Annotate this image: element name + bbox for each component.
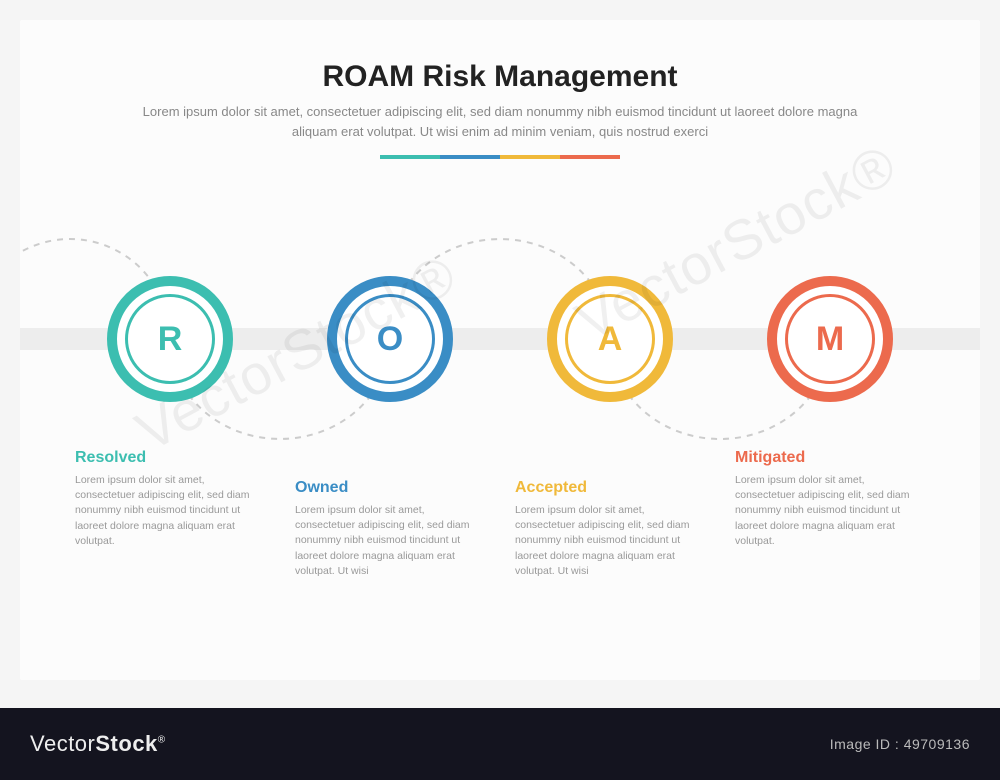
text-block-resolved: Resolved Lorem ipsum dolor sit amet, cons…	[75, 449, 265, 549]
circle-a: A	[547, 276, 673, 402]
node-title: Owned	[295, 479, 485, 497]
infographic-canvas: ROAM Risk Management Lorem ipsum dolor s…	[20, 20, 980, 680]
node-title: Accepted	[515, 479, 705, 497]
node-title: Resolved	[75, 449, 265, 467]
node-title: Mitigated	[735, 449, 925, 467]
circle-m: M	[767, 276, 893, 402]
node-body: Lorem ipsum dolor sit amet, consectetuer…	[75, 473, 265, 549]
brand-light: Vector	[30, 731, 95, 756]
header: ROAM Risk Management Lorem ipsum dolor s…	[20, 20, 980, 159]
node-accepted: A Accepted Lorem ipsum dolor sit amet, con…	[500, 179, 720, 649]
text-block-owned: Owned Lorem ipsum dolor sit amet, consect…	[295, 479, 485, 579]
text-block-accepted: Accepted Lorem ipsum dolor sit amet, cons…	[515, 479, 705, 579]
text-block-mitigated: Mitigated Lorem ipsum dolor sit amet, con…	[735, 449, 925, 549]
node-body: Lorem ipsum dolor sit amet, consectetuer…	[295, 503, 485, 579]
inner-ring-letter: A	[565, 294, 655, 384]
inner-ring-letter: R	[125, 294, 215, 384]
node-mitigated: M Mitigated Lorem ipsum dolor sit amet, co…	[720, 179, 940, 649]
brand-bold: Stock	[95, 731, 157, 756]
circle-r: R	[107, 276, 233, 402]
inner-ring-letter: O	[345, 294, 435, 384]
circle-o: O	[327, 276, 453, 402]
color-accent-bar	[380, 155, 620, 159]
node-owned: O Owned Lorem ipsum dolor sit amet, consec…	[280, 179, 500, 649]
image-id-label: Image ID : 49709136	[830, 736, 970, 752]
brand-logo: VectorStock®	[30, 731, 166, 757]
page-title: ROAM Risk Management	[20, 60, 980, 94]
inner-ring-letter: M	[785, 294, 875, 384]
node-resolved: R Resolved Lorem ipsum dolor sit amet, con…	[60, 179, 280, 649]
node-body: Lorem ipsum dolor sit amet, consectetuer…	[735, 473, 925, 549]
node-body: Lorem ipsum dolor sit amet, consectetuer…	[515, 503, 705, 579]
roam-diagram: R Resolved Lorem ipsum dolor sit amet, con…	[20, 179, 980, 649]
footer-bar: VectorStock® Image ID : 49709136	[0, 708, 1000, 780]
subtitle: Lorem ipsum dolor sit amet, consectetuer…	[130, 102, 870, 141]
node-row: R Resolved Lorem ipsum dolor sit amet, con…	[20, 179, 980, 649]
